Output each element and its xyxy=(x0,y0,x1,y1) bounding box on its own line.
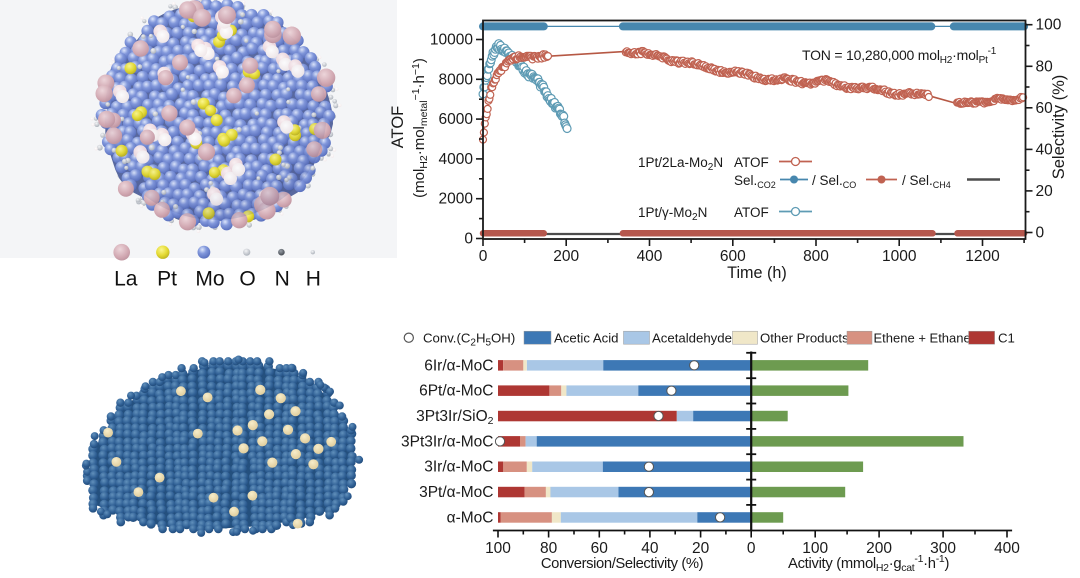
svg-text:Other Products: Other Products xyxy=(760,331,849,346)
svg-text:6000: 6000 xyxy=(439,111,474,128)
svg-text:(molH2·molmetal−1·h−1): (molH2·molmetal−1·h−1) xyxy=(410,58,430,198)
svg-text:O: O xyxy=(239,268,255,291)
svg-text:ATOF: ATOF xyxy=(389,106,407,148)
svg-text:1200: 1200 xyxy=(965,248,1000,265)
svg-text:α-MoC: α-MoC xyxy=(447,509,494,526)
svg-text:0: 0 xyxy=(1036,225,1045,242)
svg-text:400: 400 xyxy=(994,540,1020,557)
svg-text:6Pt/α-MoC: 6Pt/α-MoC xyxy=(419,383,493,400)
svg-text:20: 20 xyxy=(692,540,710,557)
svg-text:8000: 8000 xyxy=(439,71,474,88)
svg-text:ATOF: ATOF xyxy=(734,205,769,220)
svg-text:3Pt3Ir/α-MoC: 3Pt3Ir/α-MoC xyxy=(401,433,494,450)
svg-text:300: 300 xyxy=(930,540,956,557)
svg-text:1000: 1000 xyxy=(882,248,917,265)
svg-text:20: 20 xyxy=(1036,183,1054,200)
svg-text:600: 600 xyxy=(720,248,746,265)
svg-text:100: 100 xyxy=(1036,17,1062,34)
svg-text:Mo: Mo xyxy=(195,268,224,291)
svg-text:200: 200 xyxy=(866,540,892,557)
svg-text:Ethene + Ethane: Ethene + Ethane xyxy=(874,331,971,346)
svg-text:0: 0 xyxy=(464,231,473,248)
svg-text:40: 40 xyxy=(641,540,659,557)
svg-text:Selectivity (%): Selectivity (%) xyxy=(1050,75,1068,180)
svg-text:Pt: Pt xyxy=(157,268,177,291)
svg-text:ATOF: ATOF xyxy=(734,155,769,170)
svg-text:C1: C1 xyxy=(998,331,1015,346)
svg-text:La: La xyxy=(114,268,138,291)
svg-text:3Pt/α-MoC: 3Pt/α-MoC xyxy=(419,484,493,501)
svg-text:10000: 10000 xyxy=(430,32,473,49)
svg-text:Conversion/Selectivity (%): Conversion/Selectivity (%) xyxy=(541,556,704,572)
svg-text:0: 0 xyxy=(479,248,488,265)
svg-text:6Ir/α-MoC: 6Ir/α-MoC xyxy=(424,357,493,374)
svg-text:400: 400 xyxy=(637,248,663,265)
svg-text:100: 100 xyxy=(485,540,511,557)
svg-text:1Pt/2La-Mo2N: 1Pt/2La-Mo2N xyxy=(638,155,723,173)
svg-text:100: 100 xyxy=(802,540,828,557)
svg-text:200: 200 xyxy=(553,248,579,265)
svg-text:Acetic Acid: Acetic Acid xyxy=(554,331,619,346)
svg-text:0: 0 xyxy=(747,540,756,557)
svg-text:800: 800 xyxy=(803,248,829,265)
svg-text:Acetaldehyde: Acetaldehyde xyxy=(652,331,732,346)
svg-text:Time (h): Time (h) xyxy=(727,264,787,282)
svg-text:3Pt3Ir/SiO2: 3Pt3Ir/SiO2 xyxy=(416,408,494,427)
svg-text:1Pt/γ-Mo2N: 1Pt/γ-Mo2N xyxy=(638,205,707,223)
svg-text:80: 80 xyxy=(1036,58,1054,75)
svg-text:80: 80 xyxy=(540,540,558,557)
svg-text:3Ir/α-MoC: 3Ir/α-MoC xyxy=(424,459,493,476)
svg-text:N: N xyxy=(275,268,290,291)
svg-text:Conv.(C2H5OH): Conv.(C2H5OH) xyxy=(423,331,515,349)
svg-text:60: 60 xyxy=(591,540,609,557)
svg-text:60: 60 xyxy=(1036,100,1054,117)
svg-text:40: 40 xyxy=(1036,141,1054,158)
svg-text:4000: 4000 xyxy=(439,151,474,168)
svg-text:H: H xyxy=(306,268,321,291)
svg-text:Activity (mmolH2·gcat-1·h-1): Activity (mmolH2·gcat-1·h-1) xyxy=(788,553,949,574)
svg-text:2000: 2000 xyxy=(439,191,474,208)
